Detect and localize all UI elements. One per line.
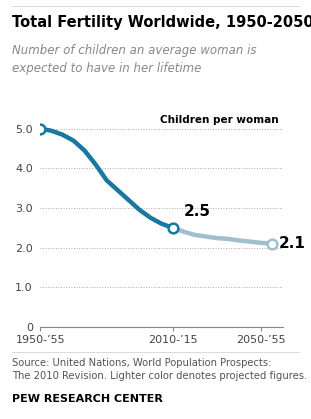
Text: 2.5: 2.5 xyxy=(184,204,211,219)
Text: Children per woman: Children per woman xyxy=(160,115,279,125)
Text: Source: United Nations, World Population Prospects:
The 2010 Revision. Lighter c: Source: United Nations, World Population… xyxy=(12,358,308,381)
Text: Total Fertility Worldwide, 1950-2050: Total Fertility Worldwide, 1950-2050 xyxy=(12,15,311,30)
Text: Number of children an average woman is
expected to have in her lifetime: Number of children an average woman is e… xyxy=(12,44,257,75)
Text: PEW RESEARCH CENTER: PEW RESEARCH CENTER xyxy=(12,394,163,404)
Text: 2.1: 2.1 xyxy=(279,236,305,251)
